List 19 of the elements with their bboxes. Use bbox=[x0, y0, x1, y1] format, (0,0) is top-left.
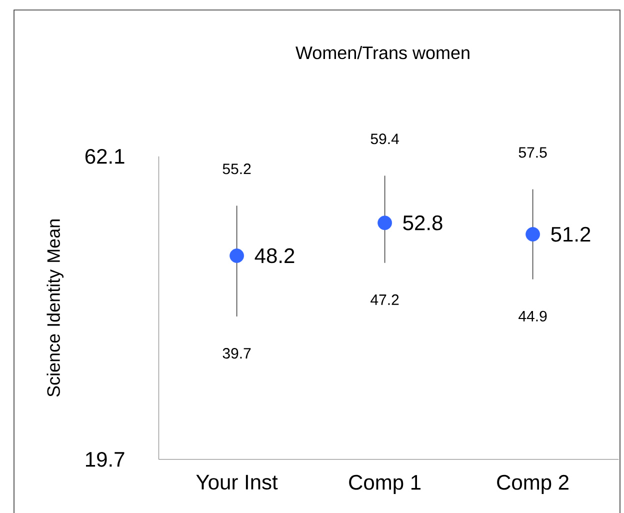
annotation: 57.5 bbox=[518, 147, 547, 158]
y-tick-label: 19.7 bbox=[86, 452, 124, 467]
point bbox=[526, 227, 540, 242]
point bbox=[230, 248, 244, 263]
x-tick-label: Comp 2 bbox=[497, 474, 568, 494]
y-axis-title: Science Identity Mean bbox=[46, 220, 64, 397]
annotation: 39.7 bbox=[222, 348, 251, 359]
annotation: 59.4 bbox=[370, 134, 399, 144]
point bbox=[378, 216, 392, 230]
data-label: 48.2 bbox=[254, 248, 294, 264]
x-tick-label: Comp 1 bbox=[349, 474, 421, 494]
x-tick-label: Your Inst bbox=[196, 474, 278, 490]
annotation: 47.2 bbox=[370, 294, 399, 305]
y-tick-label: 62.1 bbox=[85, 148, 124, 164]
data-label: 51.2 bbox=[551, 226, 590, 242]
chart-title: Women/Trans women bbox=[296, 46, 470, 60]
annotation: 55.2 bbox=[222, 164, 251, 174]
annotation: 44.9 bbox=[518, 310, 547, 322]
data-label: 52.8 bbox=[403, 215, 442, 230]
